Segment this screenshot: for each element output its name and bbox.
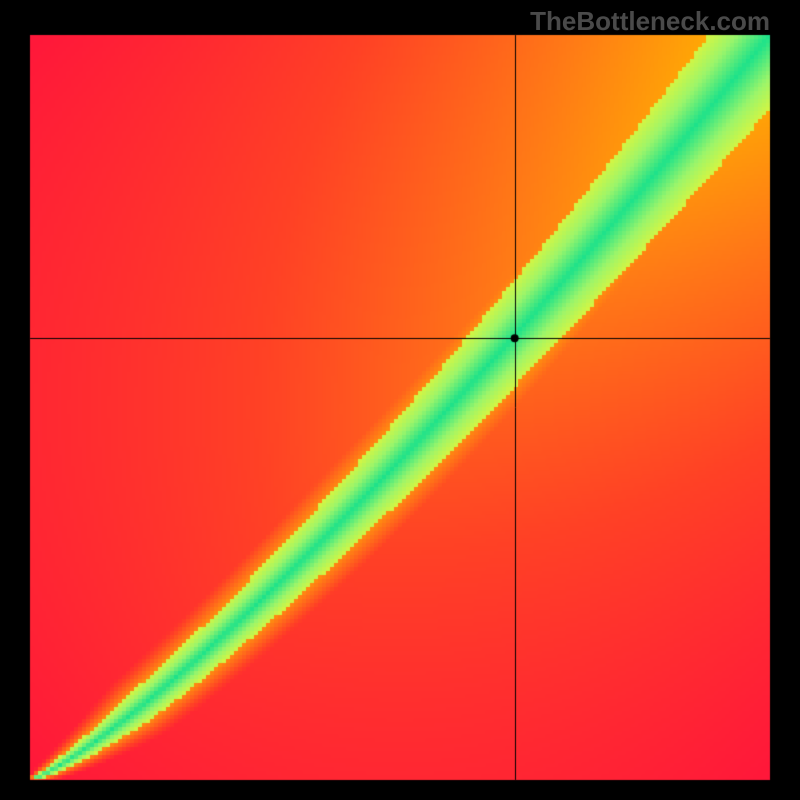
chart-container: TheBottleneck.com: [0, 0, 800, 800]
watermark-text: TheBottleneck.com: [530, 6, 770, 37]
bottleneck-heatmap: [0, 0, 800, 800]
